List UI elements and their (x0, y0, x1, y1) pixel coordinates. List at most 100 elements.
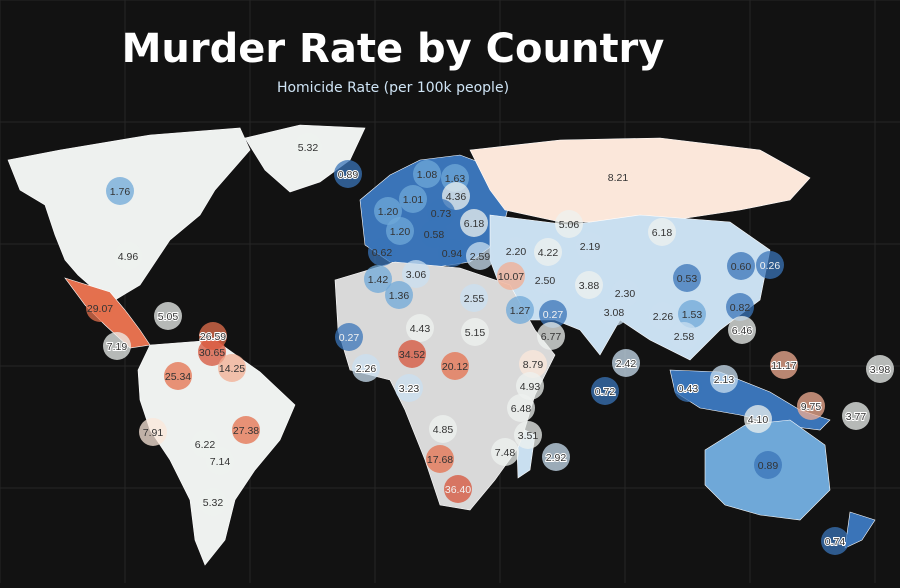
value-label-united-states: 4.96 (118, 251, 139, 263)
value-label-norway: 1.08 (417, 169, 438, 181)
value-label-mexico: 29.07 (87, 303, 113, 315)
country-yemen (537, 322, 565, 350)
country-algeria (385, 281, 413, 309)
country-kazakhstan (555, 210, 583, 238)
country-iran (531, 266, 559, 294)
country-indonesia (674, 374, 702, 402)
value-label-austria: 0.58 (424, 229, 445, 241)
value-label-niger: 4.43 (410, 323, 431, 335)
country-south-africa (444, 475, 472, 503)
value-label-peru: 7.91 (143, 427, 164, 439)
country-maldives (591, 377, 619, 405)
country-tunisia (402, 260, 430, 288)
country-oman (539, 300, 567, 328)
country-india (600, 298, 628, 326)
country-ukraine (460, 209, 488, 237)
value-label-iran: 2.50 (535, 275, 556, 287)
country-brazil (232, 416, 260, 444)
value-label-new-zealand: 0.74 (825, 536, 846, 548)
value-label-greenland: 5.32 (298, 142, 319, 154)
value-label-chad: 5.15 (465, 327, 486, 339)
value-label-afghanistan: 3.88 (579, 280, 600, 292)
value-label-russia: 8.21 (608, 172, 629, 184)
value-label-cuba: 5.05 (158, 311, 179, 323)
country-malawi (514, 421, 542, 449)
value-label-timor-leste: 4.10 (748, 414, 769, 426)
value-label-turkmenistan: 4.22 (538, 247, 559, 259)
value-label-south-korea: 0.60 (731, 261, 752, 273)
country-gabon (395, 374, 423, 402)
value-label-egypt: 2.55 (464, 293, 485, 305)
country-guyana (218, 354, 246, 382)
value-label-paraguay: 7.14 (210, 456, 231, 468)
country-turkmenistan (534, 238, 562, 266)
value-label-kiribati: 3.98 (870, 364, 891, 376)
country-mozambique (491, 438, 519, 466)
country-russia (604, 163, 632, 191)
country-angola (429, 415, 457, 443)
country-vietnam (670, 322, 698, 350)
country-nigeria (398, 340, 426, 368)
value-label-iraq: 10.07 (498, 271, 524, 283)
value-label-yemen: 6.77 (541, 331, 562, 343)
value-label-canada: 1.76 (110, 186, 131, 198)
country-afghanistan (575, 271, 603, 299)
country-austria (420, 220, 448, 248)
country-morocco (364, 265, 392, 293)
country-central-african-republic (441, 352, 469, 380)
country-paraguay (206, 447, 234, 475)
country-laos (678, 300, 706, 328)
country-argentina (199, 488, 227, 516)
country-united-states (114, 242, 142, 270)
value-label-south-africa: 36.40 (445, 484, 471, 496)
country-greenland (294, 133, 322, 161)
country-mauritania (335, 323, 363, 351)
value-label-japan: 0.26 (760, 260, 781, 272)
country-madagascar (542, 443, 570, 471)
country-cuba (154, 302, 182, 330)
value-label-georgia: 2.20 (506, 246, 527, 258)
value-label-maldives: 0.72 (595, 386, 616, 398)
country-sierra-leone (352, 354, 380, 382)
value-label-central-african-republic: 20.12 (442, 361, 468, 373)
value-label-papua-new-guinea: 9.75 (801, 401, 822, 413)
value-label-nigeria: 34.52 (399, 349, 425, 361)
country-solomon-islands (842, 402, 870, 430)
country-france (386, 217, 414, 245)
value-label-united-kingdom: 1.20 (378, 206, 399, 218)
country-kenya (516, 372, 544, 400)
value-label-india: 3.08 (604, 307, 625, 319)
value-label-iceland: 0.89 (338, 169, 359, 181)
value-label-malaysia: 2.13 (714, 374, 735, 386)
value-label-myanmar: 2.26 (653, 311, 674, 323)
country-sweden (399, 185, 427, 213)
value-label-germany: 0.73 (431, 208, 452, 220)
country-australia (754, 451, 782, 479)
value-label-philippines: 6.46 (732, 325, 753, 337)
country-papua-new-guinea (797, 392, 825, 420)
value-label-france: 1.20 (390, 226, 411, 238)
country-tanzania (507, 394, 535, 422)
value-label-namibia: 17.68 (427, 454, 453, 466)
value-label-finland: 1.63 (445, 173, 466, 185)
value-label-ukraine: 6.18 (464, 218, 485, 230)
country-new-zealand (821, 527, 849, 555)
value-label-nepal: 2.30 (615, 288, 636, 300)
new-zealand-landmass (844, 511, 876, 549)
country-south-korea (727, 252, 755, 280)
value-label-madagascar: 2.92 (546, 452, 567, 464)
value-label-jamaica: 26.59 (200, 331, 226, 343)
country-chad (461, 318, 489, 346)
value-label-oman: 0.27 (543, 309, 564, 321)
russia-landmass (469, 137, 811, 223)
country-value-labels: 1.76 5.32 0.89 4.96 29.07 5.05 26.59 7.19 30.65 1… (87, 142, 892, 549)
country-kyrgyzstan (576, 232, 604, 260)
value-label-argentina: 5.32 (203, 497, 224, 509)
value-label-guyana: 14.25 (219, 363, 245, 375)
country-philippines (728, 316, 756, 344)
value-label-micronesia: 11.17 (771, 360, 797, 372)
country-japan (756, 251, 784, 279)
value-label-taiwan: 0.82 (730, 302, 751, 314)
